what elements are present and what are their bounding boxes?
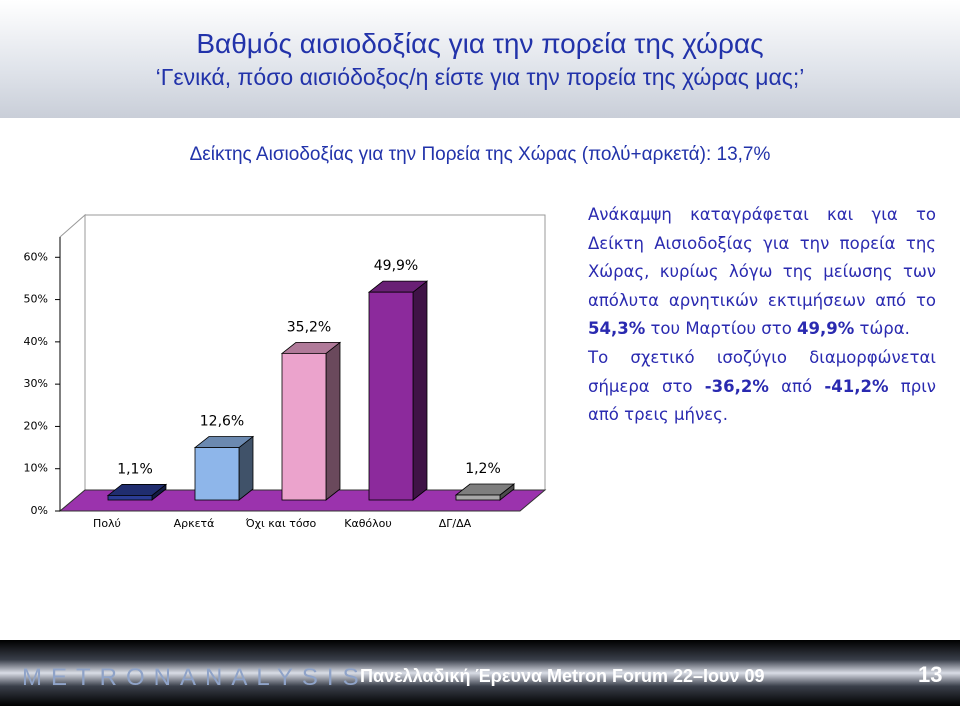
y-tick-label: 20% — [24, 419, 48, 432]
footer-band — [0, 640, 960, 706]
text-run: από — [768, 376, 825, 396]
bar — [455, 494, 501, 501]
paragraph: Το σχετικό ισοζύγιο διαμορφώνεται σήμερα… — [588, 344, 936, 430]
value-label: 1,1% — [117, 461, 153, 477]
header-band — [0, 0, 960, 118]
bar-side — [412, 280, 428, 501]
highlight: 54,3% — [588, 319, 646, 339]
x-tick-label: Πολύ — [93, 517, 121, 530]
bar-side — [325, 341, 341, 501]
bar — [194, 447, 240, 501]
index-line: Δείκτης Αισιοδοξίας για την Πορεία της Χ… — [189, 144, 771, 165]
chart: 0% 10% 20% 30% 40% 50% 60% Πολύ 1,1% Αρκετά 12,6% Ό… — [24, 213, 547, 530]
text-run: του Μαρτίου στο — [645, 319, 798, 339]
page-number: 13 — [918, 662, 943, 687]
y-tick-label: 0% — [31, 504, 48, 517]
logo: METRONANALYSIS — [22, 664, 368, 691]
x-tick-label: Όχι και τόσο — [245, 517, 317, 530]
bar — [107, 495, 153, 501]
bar — [281, 352, 327, 501]
y-tick-label: 50% — [24, 293, 48, 306]
highlight: -36,2% — [704, 376, 769, 396]
commentary: Ανάκαμψη καταγράφεται και για το Δείκτη … — [588, 201, 936, 430]
footer-text: Πανελλαδική Έρευνα Metron Forum 22–Ιουν … — [360, 666, 765, 686]
value-label: 1,2% — [465, 461, 501, 477]
x-tick-label: Αρκετά — [174, 517, 215, 530]
y-tick-label: 10% — [24, 462, 48, 475]
y-tick-label: 60% — [24, 250, 48, 263]
text-run: τώρα. — [854, 319, 910, 339]
text-run: Ανάκαμψη καταγράφεται και για το Δείκτη … — [588, 205, 936, 310]
bar — [368, 291, 414, 501]
y-tick-label: 40% — [24, 335, 48, 348]
title: Βαθμός αισιοδοξίας για την πορεία της χώ… — [196, 28, 764, 59]
y-tick-label: 30% — [24, 377, 48, 390]
x-tick-label: ΔΓ/ΔΑ — [439, 517, 472, 530]
side-wall — [59, 213, 86, 513]
highlight: -41,2% — [824, 376, 889, 396]
value-label: 35,2% — [287, 319, 331, 335]
value-label: 49,9% — [374, 258, 418, 274]
paragraph: Ανάκαμψη καταγράφεται και για το Δείκτη … — [588, 201, 936, 344]
text-run: Το σχετικό ισοζύγιο διαμορφώνεται σήμερα… — [588, 347, 936, 396]
value-label: 12,6% — [200, 414, 244, 430]
subtitle: ‘Γενικά, πόσο αισιόδοξος/η είστε για την… — [155, 64, 805, 90]
text-run: πριν από τρεις μήνες. — [588, 376, 936, 425]
x-tick-label: Καθόλου — [344, 517, 392, 530]
highlight: 49,9% — [797, 319, 855, 339]
floor — [58, 489, 547, 512]
